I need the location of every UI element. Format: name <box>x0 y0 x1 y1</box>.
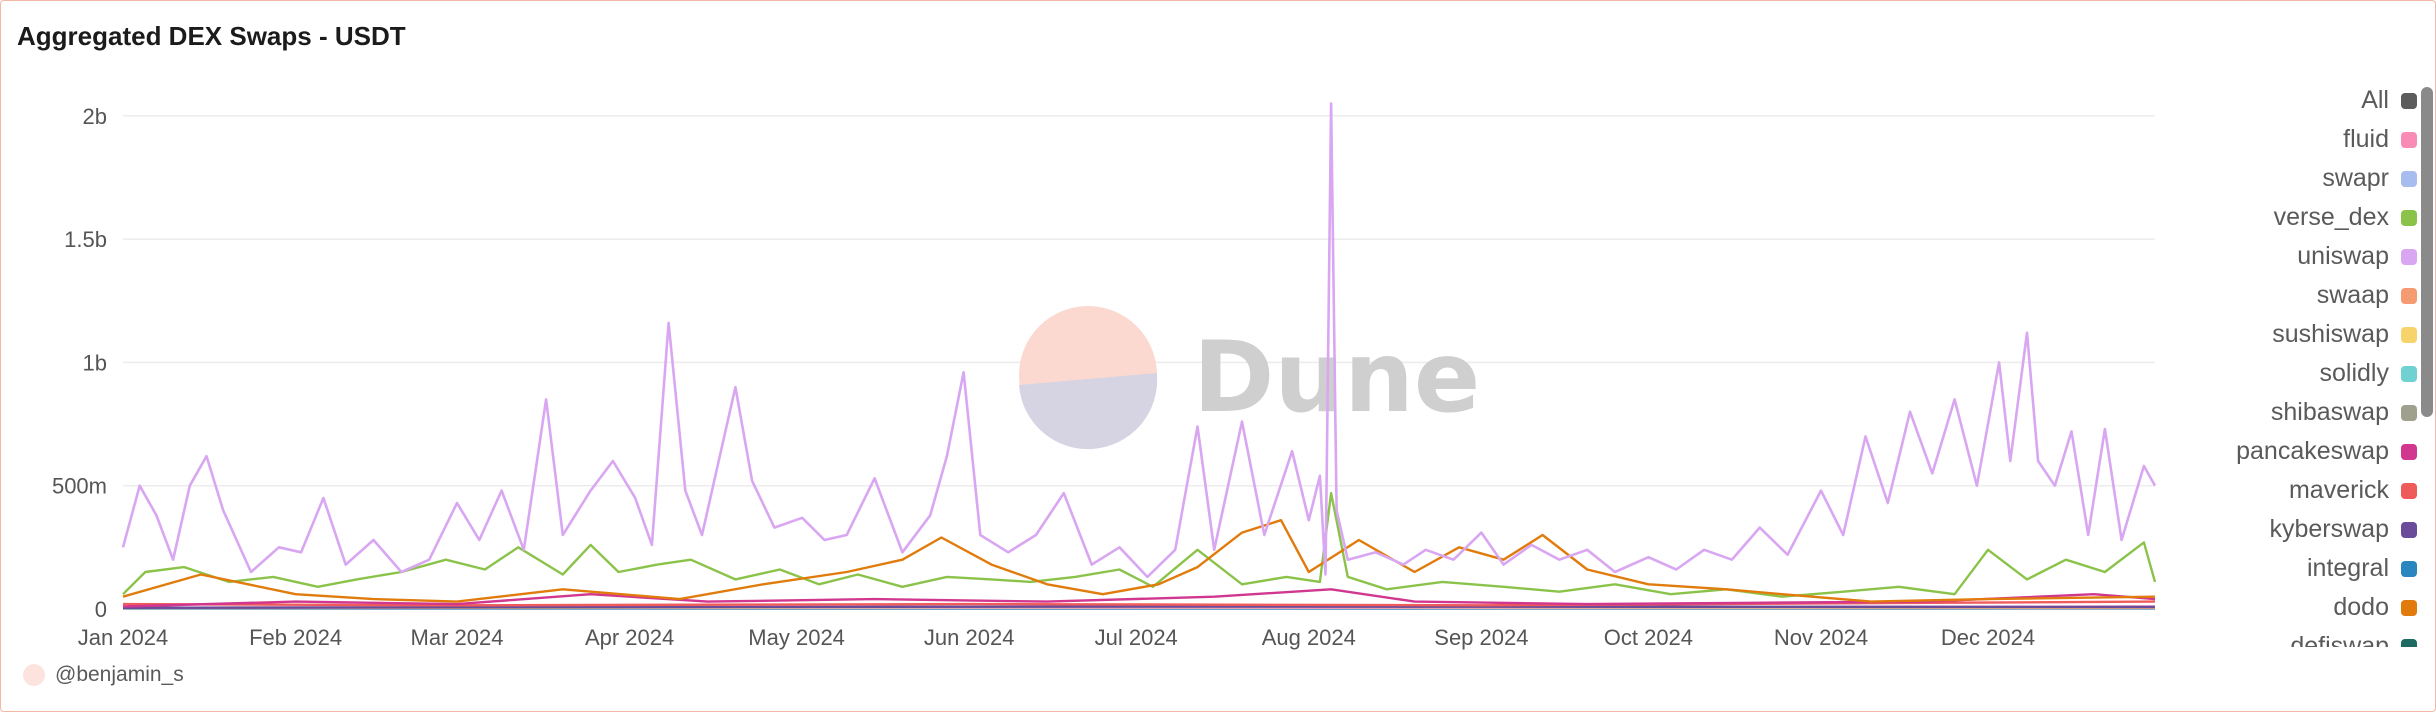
x-tick-label: Aug 2024 <box>1262 625 1356 650</box>
legend-swatch <box>2401 248 2417 265</box>
legend-swatch <box>2401 638 2417 647</box>
series-line-uniswap[interactable] <box>121 102 2157 579</box>
x-tick-label: Jul 2024 <box>1095 625 1178 650</box>
legend-swatch <box>2401 443 2417 460</box>
legend-item-all[interactable]: All <box>2191 81 2417 120</box>
legend-label: swaap <box>2316 281 2389 309</box>
legend-swatch <box>2401 326 2417 343</box>
legend-swatch <box>2401 404 2417 421</box>
legend-item-maverick[interactable]: maverick <box>2191 471 2417 510</box>
series-line-dodo[interactable] <box>122 519 2156 603</box>
y-tick-label: 1.5b <box>64 227 107 252</box>
y-tick-label: 500m <box>52 474 107 499</box>
x-tick-label: Jan 2024 <box>78 625 169 650</box>
author-handle: @benjamin_s <box>55 663 184 686</box>
legend-label: solidly <box>2319 359 2389 387</box>
author-credit[interactable]: @benjamin_s <box>23 663 184 687</box>
watermark-logo-shade <box>1019 373 1158 450</box>
legend-label: swapr <box>2322 164 2389 192</box>
legend-label: dodo <box>2333 593 2389 621</box>
legend-label: uniswap <box>2297 242 2389 270</box>
y-tick-label: 0 <box>95 597 107 622</box>
legend-item-sushiswap[interactable]: sushiswap <box>2191 315 2417 354</box>
legend-item-defiswap[interactable]: defiswap <box>2191 627 2417 647</box>
legend-label: integral <box>2307 554 2389 582</box>
series-layer <box>121 102 2157 610</box>
legend-item-fluid[interactable]: fluid <box>2191 120 2417 159</box>
y-tick-label: 1b <box>83 350 107 375</box>
series-line-verse-dex[interactable] <box>122 491 2157 598</box>
legend-swatch <box>2401 131 2417 148</box>
legend-label: pancakeswap <box>2236 437 2389 465</box>
x-tick-label: Apr 2024 <box>585 625 674 650</box>
legend-item-swaap[interactable]: swaap <box>2191 276 2417 315</box>
x-tick-label: Dec 2024 <box>1941 625 2035 650</box>
legend-item-kyberswap[interactable]: kyberswap <box>2191 510 2417 549</box>
x-tick-label: May 2024 <box>748 625 845 650</box>
x-tick-label: Oct 2024 <box>1604 625 1693 650</box>
axis-ticks: 0 500m 1b 1.5b 2b Jan 2024 Feb 2024 Mar 2024 Apr… <box>52 104 2035 650</box>
legend-label: shibaswap <box>2270 398 2389 426</box>
x-tick-label: Mar 2024 <box>411 625 504 650</box>
legend-label: defiswap <box>2290 632 2389 647</box>
series-line-kyberswap[interactable] <box>122 605 2156 609</box>
avatar <box>23 664 45 686</box>
x-tick-label: Jun 2024 <box>924 625 1015 650</box>
legend-label: kyberswap <box>2269 515 2390 543</box>
legend-swatch <box>2401 521 2417 538</box>
x-tick-label: Feb 2024 <box>249 625 342 650</box>
legend-swatch <box>2401 92 2417 109</box>
legend-label: All <box>2361 86 2389 114</box>
legend-swatch <box>2401 365 2417 382</box>
x-tick-label: Nov 2024 <box>1774 625 1868 650</box>
legend-label: verse_dex <box>2273 203 2389 231</box>
x-tick-label: Sep 2024 <box>1434 625 1528 650</box>
legend-item-verse-dex[interactable]: verse_dex <box>2191 198 2417 237</box>
legend-scrollbar[interactable] <box>2421 87 2433 417</box>
legend-swatch <box>2401 170 2417 187</box>
legend-swatch <box>2401 599 2417 616</box>
legend-swatch <box>2401 287 2417 304</box>
legend-item-shibaswap[interactable]: shibaswap <box>2191 393 2417 432</box>
legend-item-uniswap[interactable]: uniswap <box>2191 237 2417 276</box>
y-tick-label: 2b <box>83 104 107 129</box>
legend-swatch <box>2401 482 2417 499</box>
legend-item-pancakeswap[interactable]: pancakeswap <box>2191 432 2417 471</box>
legend-item-dodo[interactable]: dodo <box>2191 588 2417 627</box>
legend-label: maverick <box>2288 476 2389 504</box>
watermark: Dune <box>1019 306 1480 450</box>
legend-label: fluid <box>2343 125 2389 153</box>
legend-label: sushiswap <box>2272 320 2389 348</box>
legend-item-integral[interactable]: integral <box>2191 549 2417 588</box>
legend-swatch <box>2401 209 2417 226</box>
watermark-text: Dune <box>1193 321 1480 435</box>
chart-title: Aggregated DEX Swaps - USDT <box>17 21 406 51</box>
legend-swatch <box>2401 560 2417 577</box>
legend-item-swapr[interactable]: swapr <box>2191 159 2417 198</box>
legend-item-solidly[interactable]: solidly <box>2191 354 2417 393</box>
